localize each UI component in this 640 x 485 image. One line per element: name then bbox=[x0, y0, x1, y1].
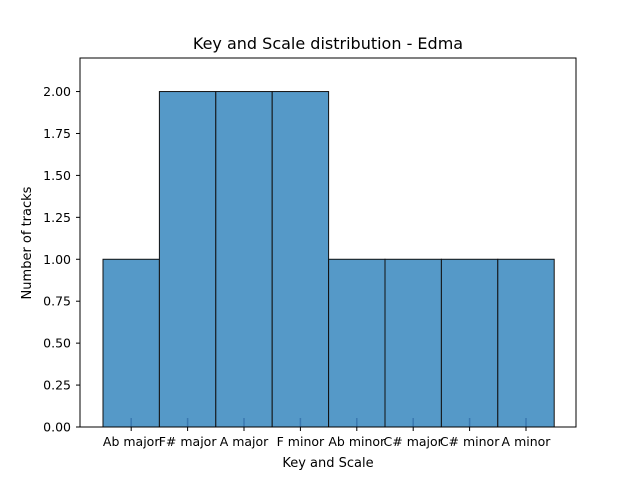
x-tick-label-0: Ab major bbox=[103, 434, 160, 449]
x-axis-ticks: Ab major F# major A major F minor Ab minorC#… bbox=[103, 427, 551, 449]
y-tick-label-0: 0.00 bbox=[43, 420, 71, 435]
x-tick-label-4: Ab minor bbox=[328, 434, 386, 449]
bar-4 bbox=[328, 258, 386, 428]
bar-2 bbox=[215, 91, 273, 428]
bar-5 bbox=[384, 258, 442, 428]
plot-frame bbox=[79, 57, 577, 428]
x-tick-label-5: C# major bbox=[384, 434, 444, 449]
y-tick-label-4: 1.00 bbox=[43, 252, 71, 267]
y-tick-label-5: 1.25 bbox=[43, 210, 71, 225]
chart-title: Key and Scale distribution - Edma bbox=[193, 34, 463, 53]
bars-group bbox=[102, 91, 555, 428]
x-tick-label-7: A minor bbox=[502, 434, 552, 449]
bar-1 bbox=[158, 91, 217, 428]
x-tick-label-6: C# minor bbox=[440, 434, 500, 449]
y-axis-ticks: 0.00 0.25 0.50 0.75 1.00 1.25 1.50 1.75 2.00 bbox=[43, 84, 80, 435]
y-tick-label-8: 2.00 bbox=[43, 84, 71, 99]
bar-7 bbox=[497, 258, 555, 428]
rug-group bbox=[130, 418, 527, 427]
y-tick-label-7: 1.75 bbox=[43, 126, 71, 141]
y-tick-label-3: 0.75 bbox=[43, 294, 71, 309]
bar-6 bbox=[440, 258, 499, 428]
x-tick-label-3: F minor bbox=[277, 434, 325, 449]
x-tick-label-1: F# major bbox=[159, 434, 218, 449]
bar-3 bbox=[271, 91, 330, 428]
x-tick-label-2: A major bbox=[220, 434, 269, 449]
bar-0 bbox=[102, 258, 160, 428]
y-tick-label-1: 0.25 bbox=[43, 378, 71, 393]
y-tick-label-6: 1.50 bbox=[43, 168, 71, 183]
y-axis-label: Number of tracks bbox=[20, 186, 35, 299]
y-tick-label-2: 0.50 bbox=[43, 336, 71, 351]
x-axis-label: Key and Scale bbox=[282, 456, 373, 471]
